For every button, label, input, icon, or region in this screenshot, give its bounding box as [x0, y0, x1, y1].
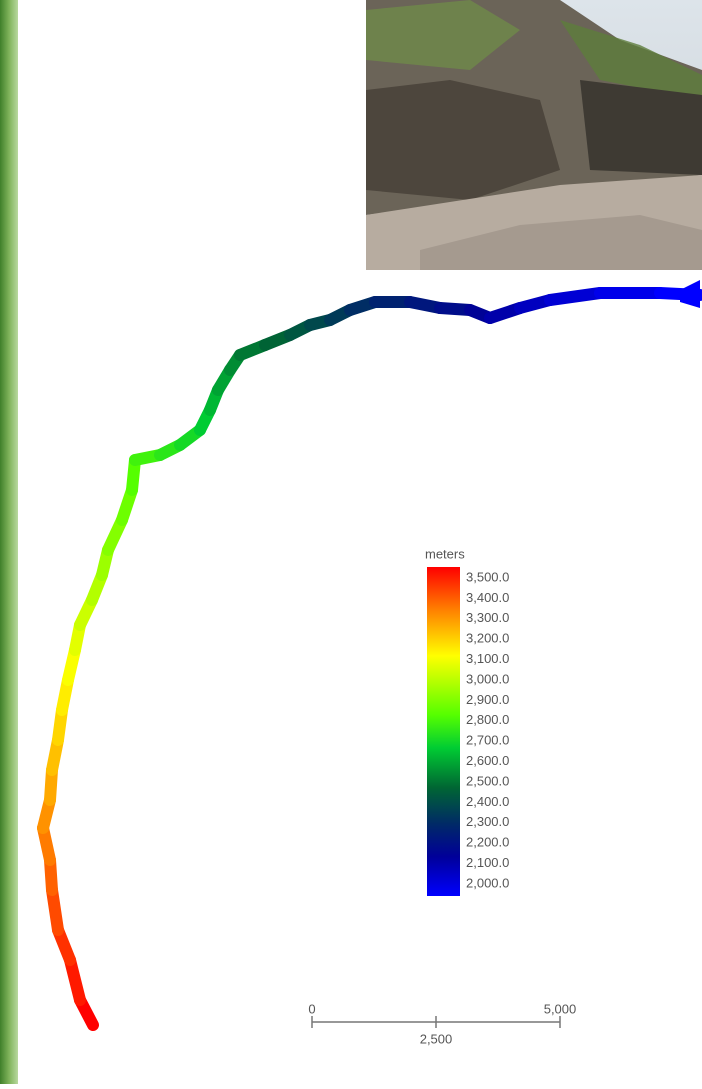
- legend-title: meters: [425, 546, 465, 561]
- legend-tick-label: 2,100.0: [466, 855, 509, 870]
- legend-tick-label: 3,300.0: [466, 610, 509, 625]
- page: {"legend": {"title": "meters", "ticks": …: [0, 0, 702, 1084]
- legend-tick-label: 2,600.0: [466, 753, 509, 768]
- legend-ticks: 3,500.0 3,400.0 3,300.0 3,200.0 3,100.0 3,000…: [466, 569, 509, 890]
- scale-tick-label: 0: [308, 1001, 315, 1016]
- legend-tick-label: 2,400.0: [466, 794, 509, 809]
- legend-tick-label: 2,800.0: [466, 712, 509, 727]
- legend-tick-label: 3,100.0: [466, 651, 509, 666]
- side-bar: [0, 0, 18, 1084]
- legend-tick-label: 3,400.0: [466, 590, 509, 605]
- legend-color-ramp: [427, 567, 460, 896]
- photo: [366, 0, 702, 270]
- legend-tick-label: 3,500.0: [466, 569, 509, 584]
- legend-tick-label: 2,900.0: [466, 692, 509, 707]
- legend-tick-label: 2,500.0: [466, 773, 509, 788]
- legend-tick-label: 2,000.0: [466, 875, 509, 890]
- map: meters 3,500.0 3,400.0 3,300.0 3,200.0 3,100…: [0, 0, 702, 1084]
- legend-tick-label: 2,700.0: [466, 733, 509, 748]
- scale-tick-label: 5,000: [544, 1001, 577, 1016]
- scale-bar: 0 2,500 5,000: [308, 1001, 576, 1046]
- legend-tick-label: 3,000.0: [466, 671, 509, 686]
- legend-tick-label: 3,200.0: [466, 631, 509, 646]
- trace-segment: [550, 293, 600, 300]
- legend-tick-label: 2,200.0: [466, 835, 509, 850]
- elevation-trace: [43, 280, 700, 1025]
- legend-tick-label: 2,300.0: [466, 814, 509, 829]
- trace-segment: [52, 890, 58, 930]
- scale-tick-label: 2,500: [420, 1031, 453, 1046]
- trace-segment: [70, 960, 80, 1000]
- trace-end: [680, 280, 700, 308]
